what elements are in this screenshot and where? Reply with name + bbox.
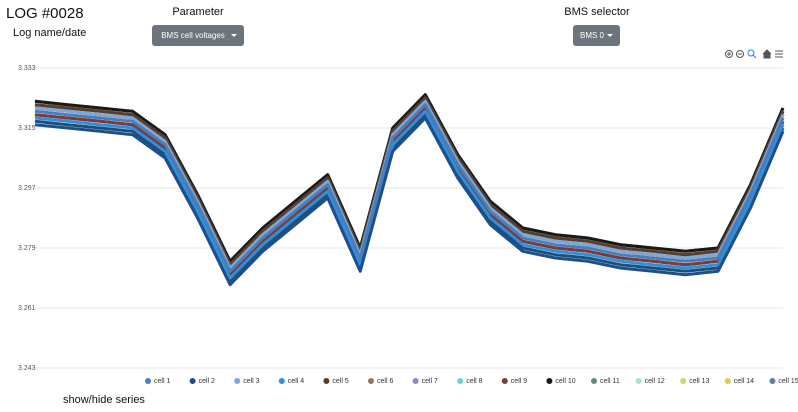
zoom-in[interactable] xyxy=(725,50,733,58)
legend-marker xyxy=(368,378,374,384)
legend-marker xyxy=(724,378,731,384)
legend-marker xyxy=(234,378,241,384)
chart-toolbar xyxy=(725,49,783,59)
legend-marker xyxy=(501,378,508,384)
series-line xyxy=(34,103,785,273)
y-tick-label: 3.315 xyxy=(18,125,36,132)
bms-label: BMS selector xyxy=(564,6,630,18)
legend-label[interactable]: cell 7 xyxy=(422,378,438,385)
legend-marker xyxy=(145,378,151,384)
legend-label[interactable]: cell 6 xyxy=(377,378,393,385)
series-line xyxy=(34,116,785,287)
legend-marker xyxy=(323,378,330,384)
y-tick-label: 3.297 xyxy=(18,185,36,192)
legend-label[interactable]: cell 2 xyxy=(199,378,215,385)
legend-marker xyxy=(635,378,642,384)
series-line xyxy=(34,109,785,280)
zoom-select[interactable] xyxy=(747,49,757,59)
y-tick-label: 3.261 xyxy=(18,305,36,312)
legend-marker xyxy=(591,378,597,384)
bms-dropdown[interactable]: BMS 0 xyxy=(573,25,620,46)
legend-marker xyxy=(680,378,687,384)
toggle-series[interactable]: show/hide series xyxy=(63,394,145,406)
series-line xyxy=(34,106,785,277)
menu[interactable] xyxy=(775,50,783,58)
y-tick-label: 3.279 xyxy=(18,245,36,252)
legend-label[interactable]: cell 10 xyxy=(555,378,575,385)
series-line xyxy=(34,93,785,263)
caret xyxy=(231,34,237,37)
legend-label[interactable]: cell 3 xyxy=(243,378,259,385)
caret xyxy=(607,34,613,37)
legend-label[interactable]: cell 12 xyxy=(645,378,665,385)
legend-marker xyxy=(278,378,285,384)
y-tick-label: 3.243 xyxy=(18,365,36,372)
parameter-dropdown[interactable]: BMS cell voltages xyxy=(152,25,244,46)
parameter-label: Parameter xyxy=(172,6,224,18)
series-line xyxy=(34,99,785,270)
legend: cell 1 cell 2 cell 3 cell 4 cell 5 cell 6 cell… xyxy=(145,378,798,385)
reset-zoom[interactable] xyxy=(762,49,772,59)
legend-label[interactable]: cell 8 xyxy=(466,378,482,385)
series-line xyxy=(34,113,785,283)
log-subtitle: Log name/date xyxy=(13,27,86,39)
legend-marker xyxy=(457,378,464,384)
dropdown-value[interactable]: BMS 0 xyxy=(580,31,605,40)
dropdown-button[interactable] xyxy=(573,25,620,46)
legend-label[interactable]: cell 15 xyxy=(778,378,798,385)
series-line xyxy=(34,96,785,267)
legend-label[interactable]: cell 9 xyxy=(511,378,527,385)
dropdown-value[interactable]: BMS cell voltages xyxy=(161,31,225,40)
dropdown-button[interactable] xyxy=(152,25,244,46)
legend-marker xyxy=(769,378,776,384)
chart: 3.243 3.261 3.279 3.297 3.315 3.333 xyxy=(18,65,785,372)
legend-label[interactable]: cell 11 xyxy=(600,378,620,385)
y-tick-label: 3.333 xyxy=(18,65,36,72)
legend-label[interactable]: cell 1 xyxy=(154,378,170,385)
legend-label[interactable]: cell 14 xyxy=(734,378,754,385)
legend-marker xyxy=(412,378,419,384)
legend-label[interactable]: cell 5 xyxy=(332,378,348,385)
legend-label[interactable]: cell 13 xyxy=(689,378,709,385)
zoom-out[interactable] xyxy=(736,50,744,58)
legend-marker xyxy=(189,378,196,384)
log-title: LOG #0028 xyxy=(6,5,84,22)
legend-marker xyxy=(546,378,553,384)
legend-label[interactable]: cell 4 xyxy=(288,378,304,385)
